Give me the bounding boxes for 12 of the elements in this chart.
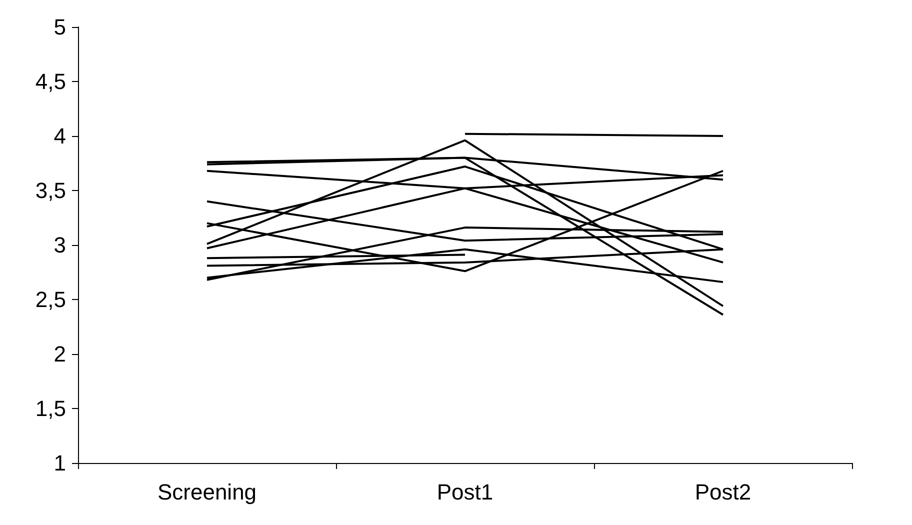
y-tick-label: 5 xyxy=(54,14,66,40)
y-tick-label: 1,5 xyxy=(35,396,66,421)
y-tick-label: 3,5 xyxy=(35,178,66,203)
y-tick-label: 4,5 xyxy=(35,69,66,94)
x-tick-label: Post2 xyxy=(694,480,752,504)
y-tick-label: 4 xyxy=(54,124,66,148)
y-tick-label: 2 xyxy=(54,342,66,366)
x-tick-label: Screening xyxy=(157,480,257,504)
x-tick-label: Post1 xyxy=(436,480,494,504)
y-tick-label: 2,5 xyxy=(35,287,66,312)
y-tick-label: 1 xyxy=(54,450,66,476)
y-tick-label: 3 xyxy=(54,232,66,258)
